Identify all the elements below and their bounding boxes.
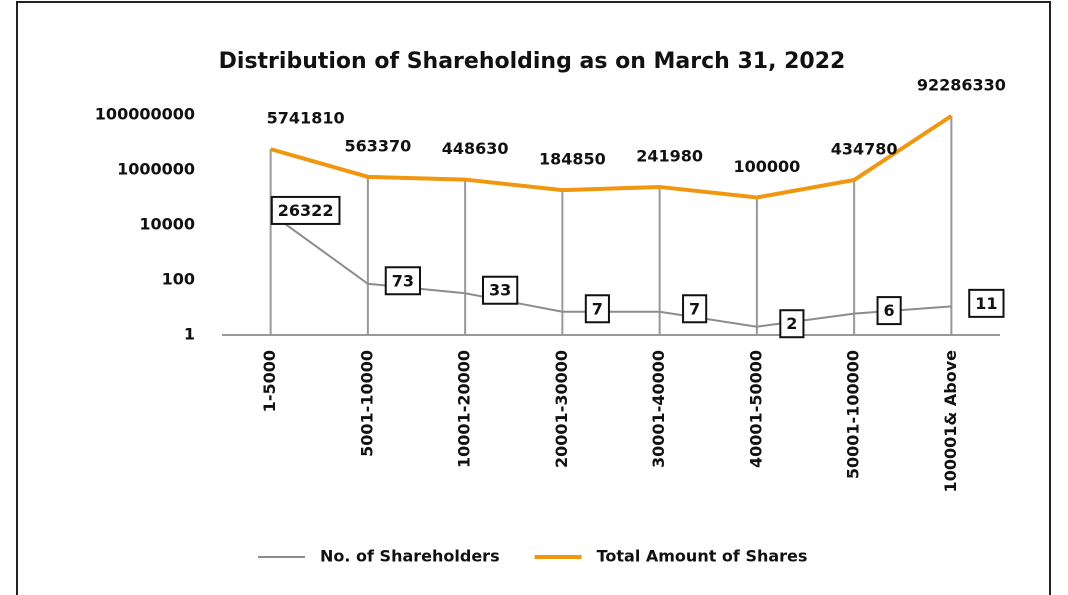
data-label: 5741810 bbox=[267, 109, 345, 128]
data-label: 7 bbox=[592, 299, 603, 318]
data-label: 563370 bbox=[344, 136, 411, 155]
data-label-box bbox=[968, 288, 1005, 318]
legend-label: No. of Shareholders bbox=[320, 547, 500, 566]
x-tick-label: 1-5000 bbox=[260, 350, 279, 412]
data-label: 2 bbox=[786, 314, 797, 333]
frame bbox=[16, 1, 1051, 595]
data-label: 33 bbox=[489, 281, 511, 300]
y-tick-label: 100000000 bbox=[95, 105, 195, 124]
y-tick-label: 10000 bbox=[139, 215, 195, 234]
chart-title: Distribution of Shareholding as on March… bbox=[219, 49, 846, 74]
y-tick-label: 1 bbox=[184, 325, 195, 344]
data-label-box bbox=[584, 294, 610, 324]
data-label: 6 bbox=[884, 301, 895, 320]
data-label: 11 bbox=[975, 294, 997, 313]
x-tick-label: 20001-30000 bbox=[552, 350, 571, 468]
data-label: 26322 bbox=[278, 201, 334, 220]
data-label: 448630 bbox=[442, 139, 509, 158]
data-label: 73 bbox=[392, 271, 414, 290]
data-label: 434780 bbox=[831, 139, 898, 158]
data-label: 100000 bbox=[733, 157, 800, 176]
data-label-box bbox=[481, 275, 519, 305]
data-label: 241980 bbox=[636, 146, 703, 165]
x-tick-label: 50001-100000 bbox=[844, 350, 863, 479]
data-label-box bbox=[779, 309, 805, 339]
x-tick-label: 5001-10000 bbox=[357, 350, 376, 457]
x-tick-label: 10001-20000 bbox=[455, 350, 474, 468]
x-tick-label: 100001& Above bbox=[941, 350, 960, 493]
data-label: 7 bbox=[689, 299, 700, 318]
y-tick-label: 1000000 bbox=[117, 160, 195, 179]
x-tick-label: 40001-50000 bbox=[746, 350, 765, 468]
y-tick-label: 100 bbox=[162, 270, 195, 289]
x-tick-label: 30001-40000 bbox=[649, 350, 668, 468]
data-label-box bbox=[384, 266, 422, 296]
data-label: 184850 bbox=[539, 150, 606, 169]
data-label-box bbox=[270, 195, 341, 225]
data-label: 92286330 bbox=[917, 75, 1006, 94]
data-label-box bbox=[876, 296, 902, 326]
legend-label: Total Amount of Shares bbox=[597, 547, 808, 566]
series-line bbox=[270, 212, 952, 328]
series-line bbox=[270, 114, 953, 200]
data-label-box bbox=[682, 294, 708, 324]
